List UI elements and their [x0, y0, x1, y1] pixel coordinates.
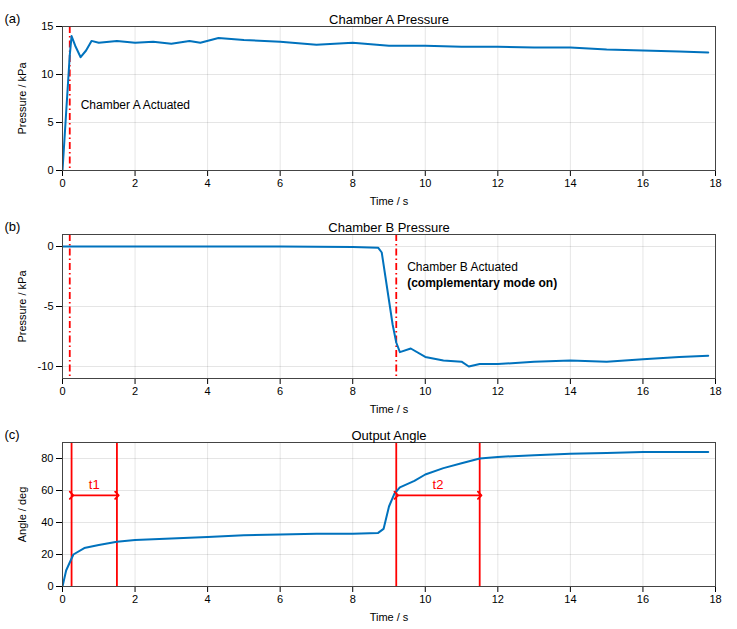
svg-text:(b): (b) — [5, 219, 21, 234]
svg-text:-5: -5 — [44, 300, 54, 312]
svg-text:18: 18 — [709, 385, 721, 397]
svg-text:12: 12 — [492, 177, 504, 189]
svg-text:Chamber B Actuated: Chamber B Actuated — [407, 260, 518, 274]
svg-text:t1: t1 — [89, 477, 100, 492]
svg-text:6: 6 — [277, 385, 283, 397]
svg-text:0: 0 — [59, 593, 65, 605]
svg-text:0: 0 — [47, 580, 53, 592]
svg-text:(complementary mode on): (complementary mode on) — [407, 276, 557, 290]
svg-text:Time / s: Time / s — [370, 195, 409, 207]
svg-text:-10: -10 — [38, 360, 54, 372]
svg-text:16: 16 — [637, 593, 649, 605]
svg-text:2: 2 — [132, 177, 138, 189]
svg-text:8: 8 — [350, 385, 356, 397]
svg-text:20: 20 — [41, 548, 53, 560]
svg-text:t2: t2 — [433, 477, 444, 492]
svg-text:12: 12 — [492, 385, 504, 397]
svg-text:8: 8 — [350, 177, 356, 189]
svg-text:0: 0 — [59, 177, 65, 189]
svg-text:Angle / deg: Angle / deg — [16, 487, 28, 543]
svg-text:4: 4 — [205, 385, 211, 397]
svg-text:10: 10 — [419, 385, 431, 397]
svg-text:0: 0 — [47, 164, 53, 176]
svg-text:0: 0 — [47, 240, 53, 252]
svg-text:Pressure / kPa: Pressure / kPa — [16, 62, 28, 135]
svg-text:60: 60 — [41, 484, 53, 496]
svg-text:Chamber A Actuated: Chamber A Actuated — [81, 98, 190, 112]
svg-text:2: 2 — [132, 593, 138, 605]
svg-text:18: 18 — [709, 177, 721, 189]
svg-text:(a): (a) — [5, 11, 21, 26]
svg-text:14: 14 — [564, 593, 576, 605]
svg-text:Chamber B Pressure: Chamber B Pressure — [328, 220, 449, 235]
svg-text:12: 12 — [492, 593, 504, 605]
svg-text:18: 18 — [709, 593, 721, 605]
svg-text:Pressure / kPa: Pressure / kPa — [16, 270, 28, 343]
svg-text:4: 4 — [205, 593, 211, 605]
svg-text:6: 6 — [277, 177, 283, 189]
svg-text:15: 15 — [41, 20, 53, 32]
svg-text:5: 5 — [47, 116, 53, 128]
svg-text:14: 14 — [564, 177, 576, 189]
svg-text:16: 16 — [637, 385, 649, 397]
svg-text:(c): (c) — [5, 427, 20, 442]
svg-text:80: 80 — [41, 452, 53, 464]
svg-text:14: 14 — [564, 385, 576, 397]
svg-text:40: 40 — [41, 516, 53, 528]
svg-text:2: 2 — [132, 385, 138, 397]
svg-text:Output Angle: Output Angle — [351, 428, 426, 443]
svg-text:4: 4 — [205, 177, 211, 189]
svg-text:Chamber A Pressure: Chamber A Pressure — [329, 12, 449, 27]
svg-text:8: 8 — [350, 593, 356, 605]
svg-text:6: 6 — [277, 593, 283, 605]
svg-text:0: 0 — [59, 385, 65, 397]
svg-text:10: 10 — [419, 593, 431, 605]
svg-text:10: 10 — [41, 68, 53, 80]
svg-text:Time / s: Time / s — [370, 611, 409, 623]
svg-text:10: 10 — [419, 177, 431, 189]
svg-text:Time / s: Time / s — [370, 403, 409, 415]
svg-text:16: 16 — [637, 177, 649, 189]
